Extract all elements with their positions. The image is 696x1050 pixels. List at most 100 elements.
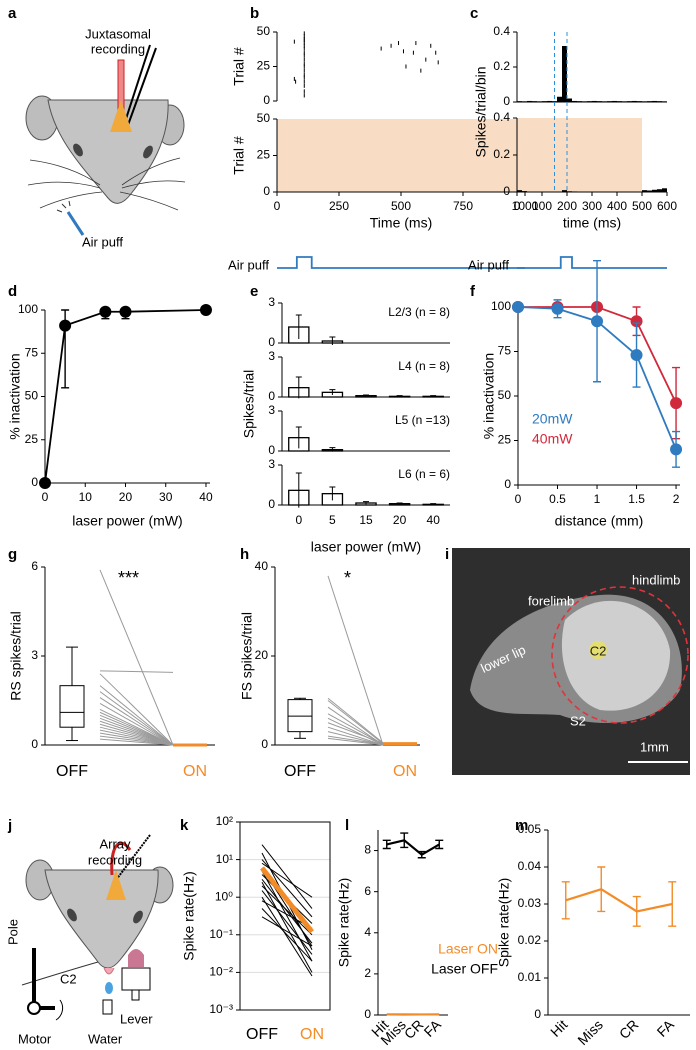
- error-bar: [382, 839, 391, 850]
- diagram-text: Lever: [120, 1011, 153, 1026]
- error-bar: [632, 895, 641, 927]
- paired-line: [327, 700, 384, 745]
- motor-arrow: [55, 999, 64, 1021]
- paired-line: [99, 673, 174, 746]
- hist-bar: [657, 189, 662, 192]
- error-bar: [295, 314, 302, 339]
- y-tick-label: 0: [534, 1007, 541, 1021]
- error-bar: [295, 376, 302, 399]
- x-axis-label: distance (mm): [555, 513, 644, 529]
- y-tick-label: 25: [257, 148, 271, 162]
- y-tick-label: 6: [31, 559, 38, 573]
- x-axis-label: time (ms): [563, 215, 621, 231]
- hist-bar: [562, 190, 567, 192]
- image-label: hindlimb: [632, 572, 680, 587]
- y-axis-label: Spikes/trial: [241, 370, 257, 438]
- y-tick-label: 0.02: [518, 933, 542, 947]
- x-tick-label: 750: [453, 199, 473, 213]
- marker: [119, 305, 132, 318]
- series-line: [44, 309, 206, 484]
- panel-letter: i: [445, 546, 449, 563]
- hist-bar: [572, 100, 577, 102]
- error-bar: [597, 866, 606, 913]
- error-bar: [295, 472, 302, 508]
- x-tick-label: Hit: [547, 1016, 570, 1039]
- panel-letter: e: [250, 283, 258, 300]
- x-tick-label: Miss: [574, 1016, 606, 1048]
- error-bar: [430, 395, 437, 397]
- x-tick-label: 0: [42, 490, 49, 504]
- plot-frame: [239, 821, 331, 1011]
- whisker: [21, 961, 99, 986]
- panel-letter: a: [8, 5, 17, 22]
- panel-label: L6 (n = 6): [398, 467, 450, 481]
- y-tick-label: 0: [31, 737, 38, 751]
- x-tick-label: ON: [300, 1026, 324, 1043]
- y-tick-label: 0: [268, 443, 275, 457]
- marker: [39, 477, 51, 489]
- x-tick-label: 0: [515, 492, 522, 506]
- y-axis-label: RS spikes/trial: [8, 611, 24, 700]
- x-tick-label: 1000: [512, 199, 539, 213]
- x-tick-label: 0: [295, 513, 302, 527]
- annotation: ***: [118, 568, 139, 588]
- error-bar: [329, 486, 336, 501]
- y-tick-label: 10⁰: [215, 889, 233, 903]
- y-tick-label: 50: [257, 111, 271, 125]
- x-tick-label: 1: [594, 492, 601, 506]
- x-tick-label: OFF: [56, 763, 88, 780]
- y-tick-label: 0.04: [518, 859, 542, 873]
- array-cable: [110, 841, 132, 876]
- box: [59, 685, 85, 728]
- electrode: [123, 44, 151, 126]
- y-tick-label: 0: [268, 335, 275, 349]
- paired-line: [261, 881, 313, 973]
- image-label: S2: [570, 713, 586, 728]
- diagram-text: recording: [88, 852, 142, 867]
- laser-window: [517, 118, 642, 192]
- x-tick-label: 400: [607, 199, 627, 213]
- error-bar: [295, 426, 302, 449]
- x-tick-label: 500: [632, 199, 652, 213]
- x-tick-label: 1.5: [628, 492, 645, 506]
- paired-line: [261, 862, 313, 898]
- y-tick-label: 100: [491, 299, 511, 313]
- hist-bar: [647, 190, 652, 192]
- hist-bar: [652, 189, 657, 192]
- error-bar: [363, 501, 369, 505]
- y-tick-label: 40: [255, 559, 269, 573]
- x-axis-label: laser power (mW): [72, 513, 182, 529]
- paired-line: [327, 717, 384, 746]
- y-tick-label: 0.4: [493, 24, 510, 38]
- y-tick-label: 100: [18, 302, 38, 316]
- diagram-j: Array recording Pole C2 Lever Motor Wate…: [5, 834, 174, 1046]
- image-i: hindlimb forelimb lower lip C2 S2 1mm: [452, 548, 690, 775]
- x-tick-label: ON: [393, 763, 417, 780]
- y-tick-label: 25: [257, 59, 271, 73]
- y-tick-label: 20: [255, 648, 269, 662]
- image-label: forelimb: [528, 593, 574, 608]
- y-tick-label: 0.2: [493, 147, 510, 161]
- y-tick-label: 75: [25, 345, 39, 359]
- panel-letter: k: [180, 817, 189, 834]
- paired-line: [327, 575, 384, 746]
- y-tick-label: 10²: [216, 814, 233, 828]
- marker: [512, 301, 524, 313]
- diagram-text: Juxtasomal: [85, 26, 151, 41]
- laser-window: [277, 119, 525, 192]
- head: [47, 99, 169, 204]
- y-tick-label: 6: [364, 884, 371, 898]
- legend-entry: 20mW: [532, 411, 573, 427]
- paired-line: [261, 896, 313, 977]
- paired-line: [327, 737, 384, 746]
- x-tick-label: 0.5: [549, 492, 566, 506]
- diagram-a: Juxtasomal recording Air puff: [25, 26, 186, 249]
- paired-line: [261, 870, 313, 962]
- y-axis-label: Spike rate(Hz): [336, 878, 352, 967]
- hist-bar: [632, 100, 637, 102]
- x-tick-label: 0: [274, 199, 281, 213]
- diagram-text: Air puff: [82, 234, 123, 249]
- y-tick-label: 8: [364, 843, 371, 857]
- y-axis-label: Spikes/trial/bin: [473, 66, 489, 157]
- barrel-field: [561, 600, 671, 711]
